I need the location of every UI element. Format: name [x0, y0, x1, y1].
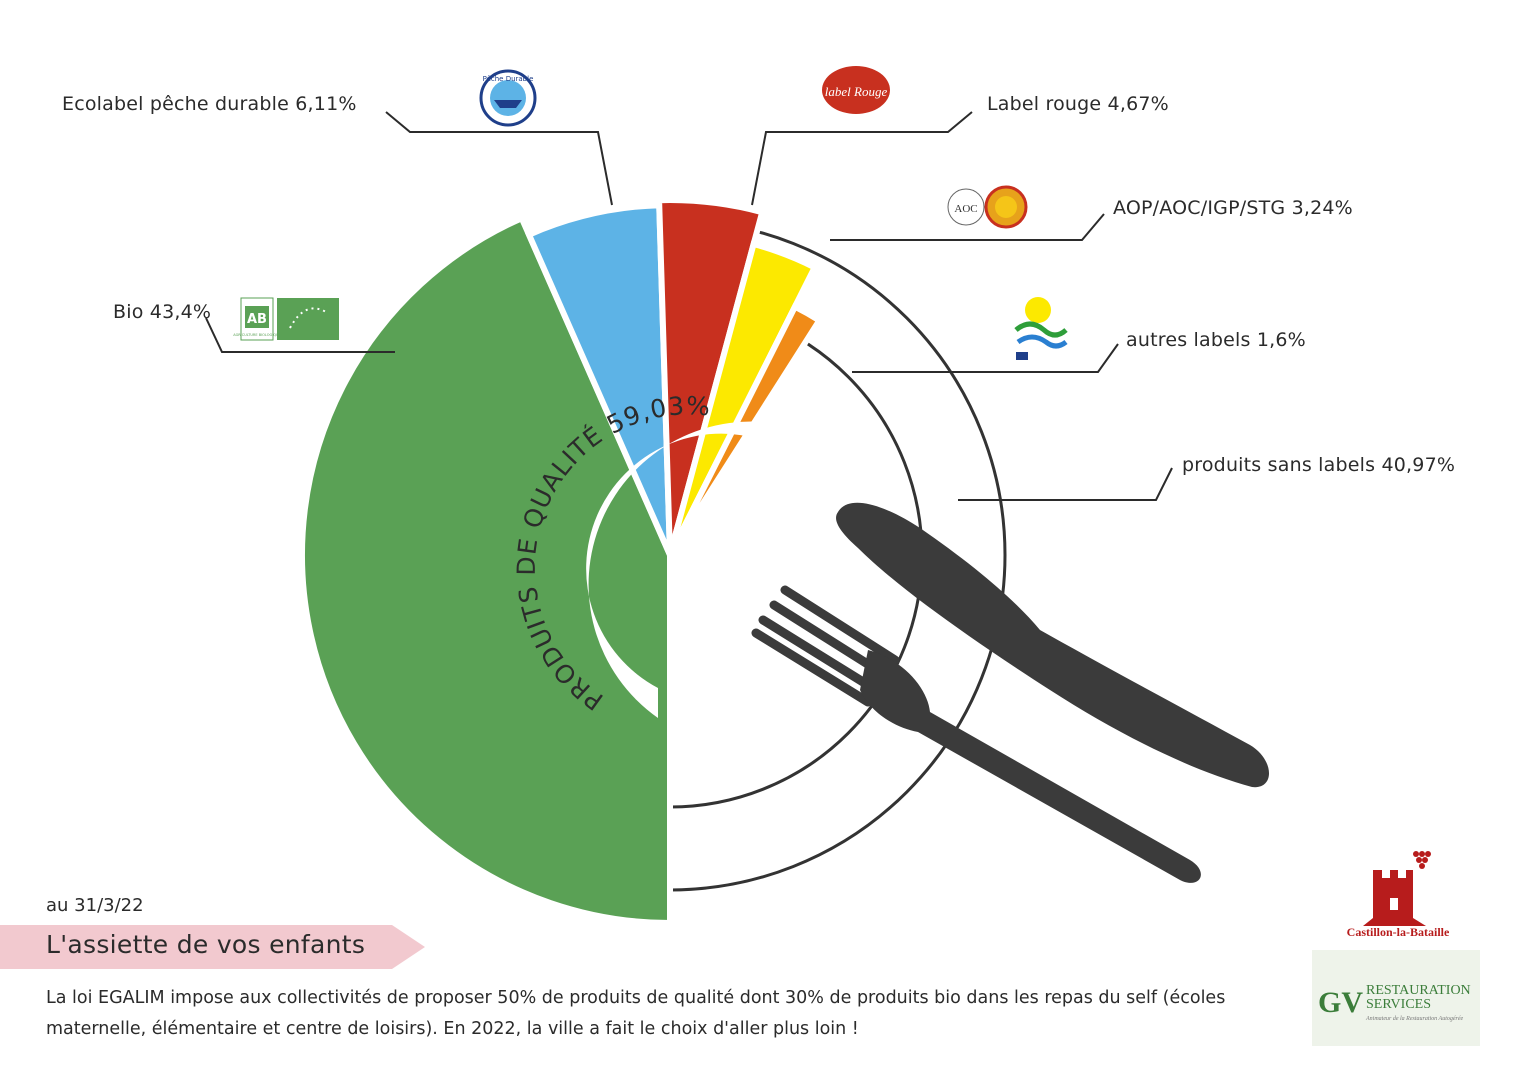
svg-text:AGRICULTURE BIOLOGIQUE: AGRICULTURE BIOLOGIQUE: [233, 333, 280, 337]
svg-text:Pêche Durable: Pêche Durable: [483, 75, 534, 83]
page-title: L'assiette de vos enfants: [46, 930, 366, 959]
fork-icon: [751, 585, 1201, 883]
description-text: La loi EGALIM impose aux collectivités d…: [46, 988, 1226, 1039]
label-bio: Bio 43,4%: [113, 301, 212, 323]
leader-autres: [852, 343, 1119, 373]
peche-durable-logo: Pêche Durable: [479, 69, 537, 127]
leader-ecolabel: [385, 111, 613, 206]
leader-bio: [205, 317, 395, 353]
leader-aop: [830, 213, 1105, 241]
ab-bio-logo: AB AGRICULTURE BIOLOGIQUE: [233, 297, 339, 341]
slice-label-rouge: [656, 197, 766, 556]
svg-text:GV: GV: [1318, 986, 1363, 1019]
leader-label-rouge: [751, 111, 973, 206]
knife-icon: [836, 502, 1270, 788]
title-banner: [0, 925, 425, 969]
label-ecolabel: Ecolabel pêche durable 6,11%: [62, 93, 357, 115]
eu-ecolabel-logo: [1014, 297, 1068, 360]
label-autres: autres labels 1,6%: [1126, 329, 1306, 351]
label-aop: AOP/AOC/IGP/STG 3,24%: [1113, 197, 1353, 219]
label-label-rouge: Label rouge 4,67%: [987, 93, 1169, 115]
svg-text:RESTAURATION: RESTAURATION: [1366, 983, 1471, 998]
svg-text:AB: AB: [247, 312, 267, 327]
label-sans-labels: produits sans labels 40,97%: [1182, 454, 1456, 476]
gv-restauration-logo: GV RESTAURATION SERVICES Animateur de la…: [1312, 950, 1480, 1046]
date-label: au 31/3/22: [46, 895, 144, 916]
label-rouge-logo: label Rouge: [822, 66, 890, 114]
svg-text:label Rouge: label Rouge: [825, 84, 888, 99]
leader-sans-labels: [958, 467, 1173, 501]
aoc-logo: AOC: [947, 185, 1028, 229]
svg-text:SERVICES: SERVICES: [1366, 997, 1431, 1012]
slice-bio: [299, 214, 673, 927]
castillon-logo: Castillon-la-Bataille: [1347, 851, 1450, 939]
svg-text:Castillon-la-Bataille: Castillon-la-Bataille: [1347, 925, 1450, 939]
svg-text:AOC: AOC: [954, 203, 977, 215]
leader-lines: [205, 111, 1173, 501]
svg-text:Animateur de la Restauration A: Animateur de la Restauration Autogérée: [1365, 1016, 1464, 1022]
